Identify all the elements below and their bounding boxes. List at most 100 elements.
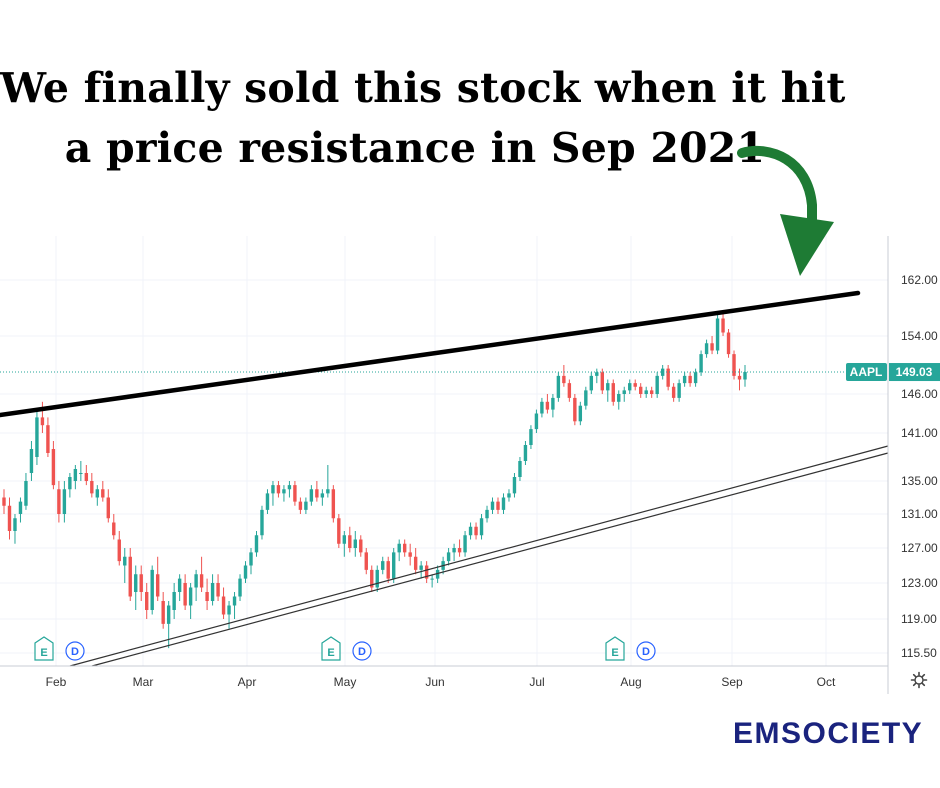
candle-body — [29, 449, 34, 473]
candle-body — [101, 489, 105, 498]
candle — [95, 485, 100, 506]
last-price-badge: 149.03 — [889, 363, 940, 382]
candle — [205, 578, 209, 610]
candle — [639, 383, 643, 398]
candle-body — [507, 493, 511, 498]
candle-body — [611, 383, 615, 402]
candle-body — [430, 578, 434, 580]
candle — [243, 561, 248, 583]
candle-body — [688, 375, 692, 384]
candle — [238, 574, 242, 601]
candle-body — [183, 583, 187, 606]
candle — [666, 365, 670, 391]
candle-body — [529, 429, 533, 445]
candle-body — [90, 481, 94, 494]
candle — [737, 368, 742, 391]
candle-body — [595, 372, 599, 376]
candle-body — [606, 383, 610, 391]
candle — [501, 493, 506, 514]
candle-body — [468, 526, 473, 536]
candle — [364, 548, 368, 575]
candle-body — [457, 548, 462, 553]
earnings-icon — [34, 636, 54, 661]
candle — [117, 531, 121, 566]
gear-icon-tooth — [912, 682, 917, 687]
candle — [276, 481, 281, 498]
candle-body — [364, 552, 368, 570]
candles — [2, 311, 747, 649]
candle-body — [7, 505, 12, 531]
candle — [188, 583, 193, 619]
candle — [402, 539, 407, 557]
support-line-lower — [91, 452, 889, 667]
candle — [584, 386, 588, 410]
brand-logo: EMSOCIETY — [733, 717, 923, 751]
candle — [617, 390, 621, 410]
y-tick-label: 146.00 — [901, 387, 938, 401]
candle — [101, 481, 105, 502]
candle-body — [737, 375, 742, 380]
headline-line-1: We finally sold this stock when it hit — [0, 64, 846, 112]
candle-body — [551, 397, 555, 410]
candle — [232, 592, 237, 619]
candle-body — [666, 368, 670, 387]
candle — [139, 565, 143, 601]
x-tick-label: Jun — [425, 675, 444, 689]
candle-body — [73, 469, 78, 481]
dividend-icon — [636, 641, 656, 661]
candle-body — [617, 394, 621, 402]
candle-body — [710, 343, 714, 351]
arrow-head — [780, 214, 834, 276]
candle-body — [386, 561, 390, 579]
candle — [463, 531, 467, 557]
candle — [13, 514, 17, 544]
candle-body — [693, 372, 698, 384]
candle-body — [715, 318, 720, 351]
candle — [551, 394, 555, 418]
candle-body — [309, 489, 314, 502]
candle-body — [293, 485, 297, 502]
candle-body — [2, 497, 6, 506]
candle — [106, 489, 110, 523]
resistance-line — [0, 290, 861, 418]
candle — [68, 473, 72, 498]
candle-body — [452, 548, 456, 553]
candle — [649, 386, 654, 398]
candle — [529, 425, 533, 449]
candle — [282, 485, 286, 502]
candle-body — [106, 497, 110, 519]
candle-body — [216, 583, 220, 597]
candle-body — [359, 539, 363, 553]
candle — [628, 379, 632, 394]
candle-body — [210, 583, 215, 601]
candle — [457, 539, 462, 557]
candle-body — [446, 552, 451, 562]
y-tick-label: 131.00 — [901, 507, 938, 521]
candle-body — [282, 489, 286, 494]
candle — [671, 383, 676, 402]
gear-icon-tooth — [912, 673, 917, 678]
candle — [512, 473, 517, 498]
candle — [715, 315, 720, 355]
candle-body — [704, 343, 709, 355]
candle — [474, 522, 478, 540]
candle-body — [68, 477, 72, 490]
candle-body — [732, 354, 736, 376]
candle — [578, 401, 583, 426]
candle — [556, 372, 561, 402]
candle — [545, 394, 550, 414]
candle — [419, 561, 423, 579]
candle — [523, 441, 528, 465]
dividend-label: D — [642, 646, 650, 658]
candle — [704, 339, 709, 358]
candle — [413, 548, 418, 575]
candle — [320, 489, 325, 506]
candle — [693, 368, 698, 387]
candle — [172, 583, 176, 619]
last-price-badge-bg — [889, 363, 940, 382]
trend-lines — [0, 290, 889, 667]
candle-body — [600, 372, 604, 391]
candle-body — [265, 493, 270, 510]
earnings-icon — [321, 636, 341, 661]
